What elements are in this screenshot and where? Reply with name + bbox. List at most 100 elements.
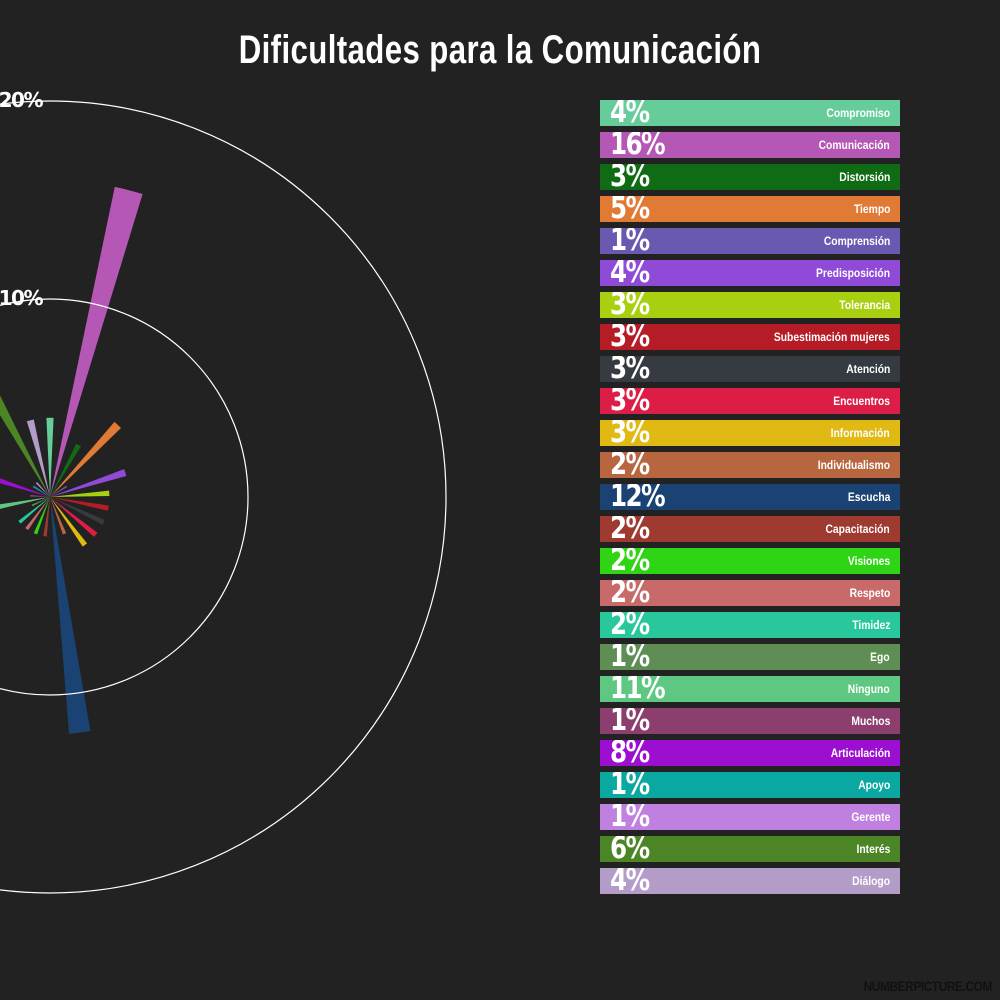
legend-label: Gerente [850,810,890,824]
ring-20 [0,100,447,894]
legend-percent: 1% [610,804,650,830]
legend-percent: 1% [610,228,650,254]
wedge-apoyo [32,485,50,497]
chart-title: Dificultades para la Comunicación [238,28,762,72]
wedge-subestimación-mujeres [50,497,109,511]
wedge-ego [31,497,50,507]
legend-label: Subestimación mujeres [774,330,890,344]
wedge-visiones [33,497,50,535]
wedge-diálogo [26,419,50,497]
wedge-escucha [50,497,91,734]
legend-row-ego: 1% Ego [600,644,900,670]
legend-percent: 4% [610,100,650,126]
wedge-comprensión [50,485,68,497]
ring-label-20: 20% [0,88,43,112]
legend-label: Visiones [847,554,890,568]
legend-percent: 12% [610,484,666,510]
legend-percent: 4% [610,868,650,894]
legend-percent: 2% [610,580,650,606]
legend-label: Respeto [849,586,890,600]
ring-10 [0,298,249,696]
legend-label: Individualismo [817,458,890,472]
legend-row-subestimación-mujeres: 3% Subestimación mujeres [600,324,900,350]
wedge-interés [0,395,50,497]
legend-label: Distorsión [838,170,890,184]
legend-label: Tiempo [853,202,890,216]
legend-percent: 2% [610,612,650,638]
legend-row-atención: 3% Atención [600,356,900,382]
legend-percent: 11% [610,676,666,702]
legend-row-distorsión: 3% Distorsión [600,164,900,190]
wedge-tolerancia [50,490,110,497]
wedge-articulación [0,478,50,497]
legend-label: Ninguno [848,682,890,696]
legend-label: Timidez [851,618,890,632]
legend-label: Interés [856,842,890,856]
legend-label: Muchos [851,714,890,728]
legend-percent: 1% [610,644,650,670]
legend-label: Atención [845,362,890,376]
legend-label: Comunicación [818,138,890,152]
legend-label: Encuentros [833,394,890,408]
legend-row-comprensión: 1% Comprensión [600,228,900,254]
chart-wedges [0,186,143,734]
legend-percent: 3% [610,164,650,190]
legend-percent: 8% [610,740,650,766]
legend-label: Diálogo [852,874,890,888]
legend-row-ninguno: 11% Ninguno [600,676,900,702]
legend-percent: 1% [610,708,650,734]
legend-percent: 3% [610,420,650,446]
legend-row-compromiso: 4% Compromiso [600,100,900,126]
legend-percent: 2% [610,516,650,542]
legend-row-capacitación: 2% Capacitación [600,516,900,542]
wedge-timidez [18,497,50,524]
legend-row-individualismo: 2% Individualismo [600,452,900,478]
legend-row-información: 3% Información [600,420,900,446]
wedge-muchos [30,494,50,497]
legend-percent: 4% [610,260,650,286]
legend-percent: 6% [610,836,650,862]
legend-percent: 3% [610,324,650,350]
wedge-compromiso [46,417,54,497]
wedge-tiempo [50,421,121,497]
legend-label: Ego [870,650,890,664]
wedge-comunicación [50,186,143,497]
legend-row-tolerancia: 3% Tolerancia [600,292,900,318]
wedge-distorsión [50,443,81,497]
legend-row-articulación: 8% Articulación [600,740,900,766]
legend-label: Información [830,426,890,440]
legend-row-apoyo: 1% Apoyo [600,772,900,798]
legend-percent: 16% [610,132,666,158]
legend-row-comunicación: 16% Comunicación [600,132,900,158]
legend-label: Predisposición [816,266,890,280]
legend-label: Articulación [830,746,890,760]
chart-rings: 10% 20% [0,88,447,894]
legend-row-muchos: 1% Muchos [600,708,900,734]
legend-row-encuentros: 3% Encuentros [600,388,900,414]
legend-label: Tolerancia [839,298,890,312]
legend-percent: 2% [610,548,650,574]
legend-percent: 1% [610,772,650,798]
wedge-individualismo [50,497,67,535]
legend-row-escucha: 12% Escucha [600,484,900,510]
legend-percent: 3% [610,388,650,414]
wedge-ninguno [0,497,50,509]
legend-row-respeto: 2% Respeto [600,580,900,606]
wedge-respeto [25,497,50,531]
ring-label-10: 10% [0,286,43,310]
legend-row-gerente: 1% Gerente [600,804,900,830]
wedge-capacitación [43,497,50,537]
legend-percent: 3% [610,356,650,382]
legend-row-diálogo: 4% Diálogo [600,868,900,894]
legend-percent: 5% [610,196,650,222]
legend-percent: 3% [610,292,650,318]
legend-row-tiempo: 5% Tiempo [600,196,900,222]
legend-label: Apoyo [857,778,890,792]
wedge-atención [50,497,105,525]
wedge-encuentros [50,497,98,537]
legend-label: Capacitación [825,522,890,536]
wedge-información [50,497,88,547]
wedge-gerente [35,481,50,497]
legend-label: Comprensión [823,234,890,248]
legend-row-interés: 6% Interés [600,836,900,862]
